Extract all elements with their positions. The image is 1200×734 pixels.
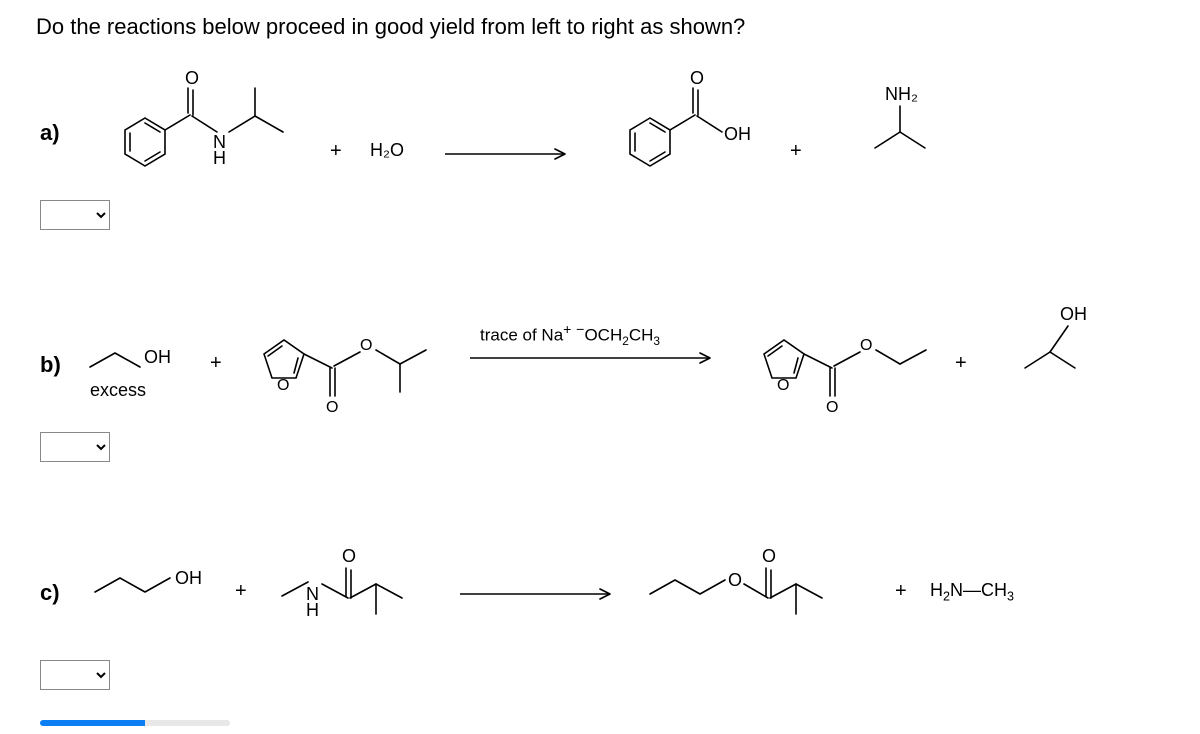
part-a-dropdown[interactable]	[40, 200, 110, 230]
oh-label-b1: OH	[144, 347, 171, 367]
methylamine-product: H2N—CH3	[930, 580, 1014, 604]
plus-a2: +	[790, 140, 802, 163]
part-c-dropdown[interactable]	[40, 660, 110, 690]
arrow-b	[470, 352, 720, 364]
hydrogen-label: H	[213, 148, 226, 168]
oh-label-b2: OH	[1060, 304, 1087, 324]
plus-b1: +	[210, 352, 222, 375]
nh2-label: NH₂	[885, 84, 918, 104]
part-b-label: b)	[40, 352, 61, 378]
ester-o-c: O	[728, 570, 742, 590]
carbonyl-o-c2: O	[762, 546, 776, 566]
part-a-label: a)	[40, 120, 60, 146]
product-b1-structure: O O O	[740, 310, 950, 430]
plus-b2: +	[955, 352, 967, 375]
part-c-label: c)	[40, 580, 60, 606]
oh-label-a: OH	[724, 124, 751, 144]
reactant-c2-structure: N H O	[270, 530, 440, 650]
carbonyl-o-b2: O	[826, 399, 838, 416]
reactant-a-structure: O N H	[95, 70, 315, 200]
reactant-b2-structure: O O O	[240, 310, 450, 430]
h-label-c: H	[306, 600, 319, 620]
water-reagent: H₂O	[370, 140, 404, 161]
product-c1-structure: O O	[640, 530, 880, 650]
carbonyl-o-b: O	[326, 399, 338, 416]
ester-o-b2: O	[860, 337, 872, 354]
progress-bar	[40, 720, 230, 726]
product-a2-structure: NH₂	[830, 70, 960, 180]
product-a1-structure: O OH	[600, 70, 780, 200]
oxygen-label-2: O	[690, 70, 704, 88]
question-text: Do the reactions below proceed in good y…	[36, 14, 745, 40]
part-b-dropdown[interactable]	[40, 432, 110, 462]
carbonyl-o-c: O	[342, 546, 356, 566]
arrow-a	[445, 148, 575, 160]
excess-label: excess	[90, 380, 146, 401]
progress-fill	[40, 720, 145, 726]
oh-label-c1: OH	[175, 568, 202, 588]
trace-reagent: trace of Na+ −OCH2CH3	[480, 322, 660, 348]
plus-c1: +	[235, 580, 247, 603]
reactant-c1-structure: OH	[85, 560, 225, 620]
furan-o-2: O	[777, 377, 789, 394]
plus-a1: +	[330, 140, 342, 163]
ester-o-b: O	[360, 337, 372, 354]
plus-c2: +	[895, 580, 907, 603]
arrow-c	[460, 588, 620, 600]
product-b2-structure: OH	[990, 298, 1110, 398]
furan-o: O	[277, 377, 289, 394]
oxygen-label: O	[185, 70, 199, 88]
